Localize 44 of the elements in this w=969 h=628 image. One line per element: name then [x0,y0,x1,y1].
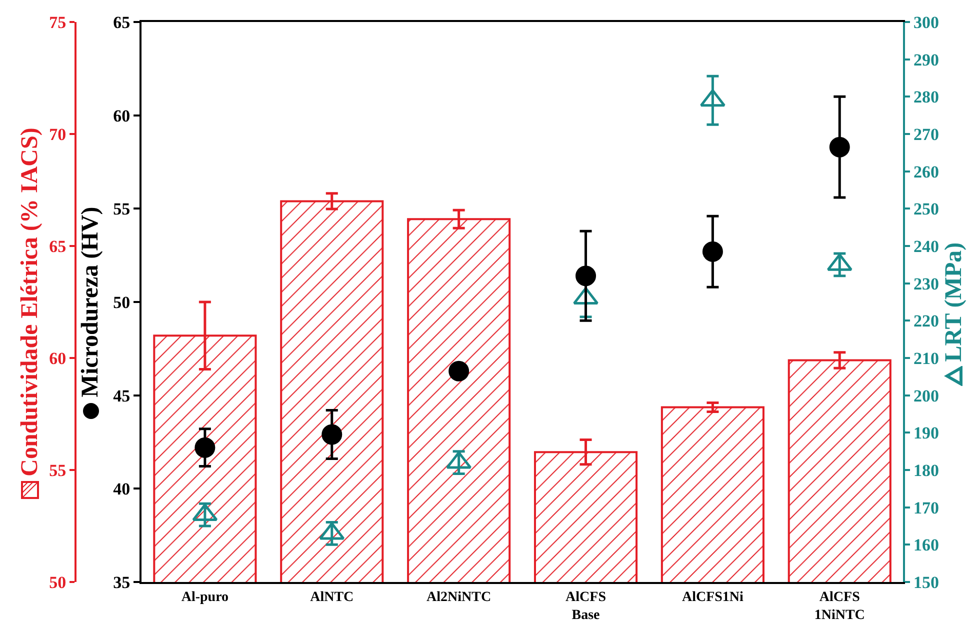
y2-tick-label: 230 [914,274,940,294]
x-tick-label: Al-puro [181,590,229,605]
y-axis-title: Microdureza (HV) [78,206,104,398]
y3-tick-label: 70 [49,124,66,144]
y2-tick-label: 280 [914,88,940,107]
y2-tick-label: 250 [914,200,940,219]
y-tick-label: 35 [113,572,130,592]
x-tick-label: AlCFS1Ni [682,590,744,605]
y3-tick-label: 50 [49,572,66,592]
y-tick-label: 40 [113,480,130,499]
y-tick-label: 60 [113,106,130,126]
x-tick-label: AlCFS Base [566,590,606,623]
x-tick-label: Al2NiNTC [426,590,492,605]
y3-axis-title: Condutividade Elétrica (% IACS) [16,128,43,476]
y2-tick-label: 170 [914,498,940,518]
y3-tick-label: 65 [49,236,66,256]
point [194,437,216,458]
y2-tick-label: 210 [914,348,940,368]
point [702,241,723,262]
x-tick-label: AlNTC [310,590,354,605]
y2-tick-label: 270 [914,124,940,144]
y2-tick-label: 300 [914,12,940,32]
y3-tick-label: 55 [49,460,66,480]
point [448,360,470,382]
point [322,424,342,445]
point [829,136,850,158]
x-tick-label: AlCFS 1NiNTC [814,590,865,623]
y3-tick-label: 75 [49,12,66,32]
y2-tick-label: 160 [914,536,940,555]
y3-tick-label: 60 [49,348,66,368]
y2-tick-label: 150 [914,572,940,592]
y2-tick-label: 260 [914,162,940,182]
y2-axis-title: LRT (MPa) [940,242,967,362]
y2-tick-label: 290 [914,50,940,70]
y2-tick-label: 240 [914,236,940,256]
point [576,266,596,286]
y2-tick-label: 180 [914,460,940,480]
y-tick-label: 65 [113,12,130,32]
y-tick-label: 50 [113,292,130,312]
y-tick-label: 45 [113,386,130,406]
y2-tick-label: 190 [914,424,940,443]
y2-tick-label: 220 [914,312,940,331]
y-tick-label: 55 [113,200,130,219]
y2-tick-label: 200 [914,386,940,406]
